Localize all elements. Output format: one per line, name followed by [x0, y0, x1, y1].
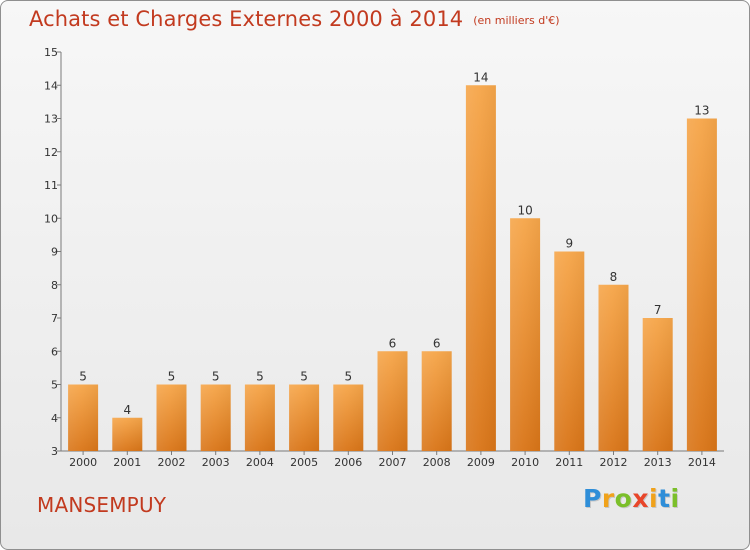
bar-shine	[642, 318, 673, 451]
bar-shine	[68, 384, 99, 451]
bar-value-label: 5	[300, 370, 308, 384]
y-tick-label: 9	[51, 246, 58, 259]
logo-letter: x	[632, 484, 649, 513]
commune-name: MANSEMPUY	[37, 493, 167, 517]
proxiti-logo: Proxiti	[583, 484, 680, 513]
chart-title-block: Achats et Charges Externes 2000 à 2014 (e…	[29, 7, 560, 31]
logo-letter: t	[658, 484, 671, 513]
x-tick-label: 2000	[69, 456, 97, 469]
y-tick-label: 5	[51, 379, 58, 392]
logo-letter: o	[614, 484, 633, 513]
x-tick-label: 2001	[113, 456, 141, 469]
y-tick-label: 8	[51, 279, 58, 292]
bar-shine	[465, 85, 496, 451]
x-tick-label: 2004	[246, 456, 274, 469]
x-tick-label: 2008	[423, 456, 451, 469]
bar-value-label: 8	[610, 270, 618, 284]
x-tick-label: 2011	[555, 456, 583, 469]
bar-value-label: 14	[473, 70, 488, 84]
chart-title: Achats et Charges Externes 2000 à 2014	[29, 7, 464, 31]
y-tick-label: 14	[44, 79, 58, 92]
y-tick-label: 4	[51, 412, 58, 425]
x-tick-label: 2010	[511, 456, 539, 469]
chart-axes: 3 4 5 6 7 8 9 10 11 12 13 14 15 2000 2001 2002 2003 2004 2…	[44, 46, 724, 469]
y-tick-label: 11	[44, 179, 58, 192]
bar-value-label: 5	[168, 370, 176, 384]
x-tick-label: 2003	[202, 456, 230, 469]
bar-value-label: 5	[344, 370, 352, 384]
y-tick-label: 6	[51, 345, 58, 358]
chart-bars	[68, 85, 717, 451]
bar-value-label: 5	[212, 370, 220, 384]
bar-value-label: 7	[654, 303, 662, 317]
bar-shine	[156, 384, 187, 451]
x-tick-label: 2002	[158, 456, 186, 469]
bar-value-label: 5	[256, 370, 264, 384]
bar-shine	[289, 384, 320, 451]
x-tick-label: 2007	[379, 456, 407, 469]
x-tick-label: 2006	[334, 456, 362, 469]
bar-shine	[333, 384, 364, 451]
bar-value-label: 10	[517, 203, 532, 217]
y-tick-label: 3	[51, 445, 58, 458]
bar-shine	[112, 417, 143, 451]
y-tick-label: 12	[44, 146, 58, 159]
bar-shine	[598, 284, 629, 451]
bar-value-label: 6	[433, 336, 441, 350]
bar-value-label: 9	[565, 237, 573, 251]
chart-unit: (en milliers d'€)	[473, 14, 560, 27]
y-tick-label: 15	[44, 46, 58, 59]
logo-letter: P	[583, 484, 602, 513]
logo-letter: i	[649, 484, 659, 513]
bar-shine	[200, 384, 231, 451]
chart-labels: 5 4 5 5 5 5 5 6 6 14 10 9 8 7 13	[79, 70, 709, 417]
bar-shine	[421, 351, 452, 451]
x-tick-label: 2014	[688, 456, 716, 469]
bar-value-label: 6	[389, 336, 397, 350]
bar-shine	[554, 251, 585, 451]
y-tick-label: 7	[51, 312, 58, 325]
bar-shine	[686, 118, 717, 451]
bar-shine	[377, 351, 408, 451]
bar-value-label: 4	[123, 403, 131, 417]
logo-letter: r	[601, 484, 615, 513]
x-tick-label: 2012	[600, 456, 628, 469]
x-tick-label: 2005	[290, 456, 318, 469]
logo-letter: i	[670, 484, 680, 513]
bar-value-label: 5	[79, 370, 87, 384]
bar-shine	[244, 384, 275, 451]
x-tick-label: 2013	[644, 456, 672, 469]
bar-value-label: 13	[694, 104, 709, 118]
x-tick-label: 2009	[467, 456, 495, 469]
y-tick-label: 13	[44, 113, 58, 126]
bar-shine	[510, 218, 541, 451]
y-tick-label: 10	[44, 212, 58, 225]
